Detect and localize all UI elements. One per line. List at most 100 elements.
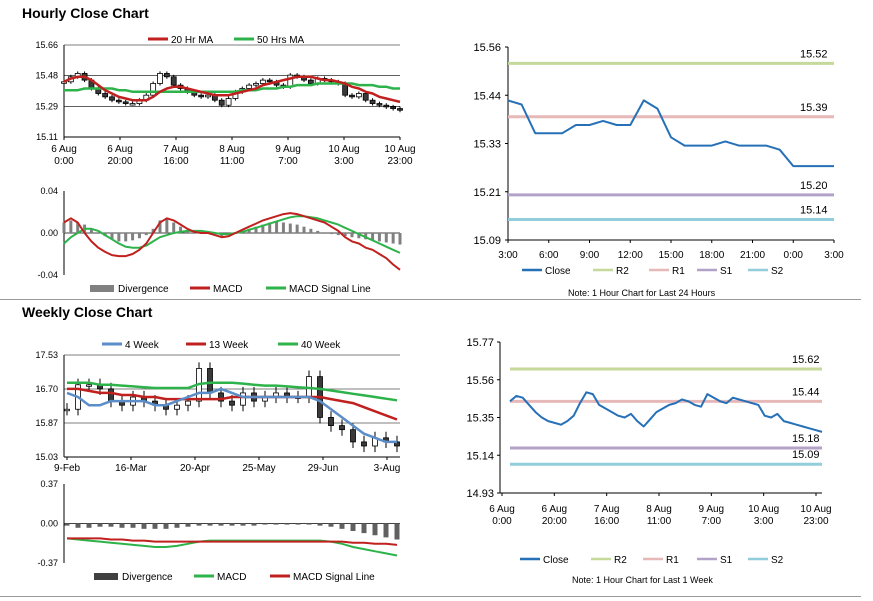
weekly-macd-divergence-bar (196, 523, 202, 526)
weekly-price-x-tick-label: 9-Feb (54, 463, 81, 474)
hourly-chart-title: Hourly Close Chart (22, 5, 149, 21)
hourly-macd-divergence-bar (275, 221, 279, 233)
hourly-24h-x-tick-label: 15:00 (658, 250, 683, 261)
hourly-price-x-tick-label: 16:00 (163, 156, 188, 167)
weekly-1w-legend-label: S2 (771, 555, 784, 566)
weekly-macd-divergence-bar (130, 523, 136, 528)
weekly-1w-x-tick-label: 7 Aug (594, 504, 620, 515)
hourly-price-candle-body (362, 93, 369, 101)
hourly-macd-divergence-bar (261, 224, 265, 233)
hourly-price-x-tick-label: 10 Aug (384, 144, 415, 155)
weekly-price-x-tick-label: 3-Aug (374, 463, 401, 474)
weekly-price-candle-body (240, 392, 246, 406)
hourly-24h-x-tick-label: 9:00 (580, 250, 600, 261)
weekly-macd-divergence-bar (218, 523, 224, 526)
hourly-24h-x-tick-label: 0:00 (784, 250, 804, 261)
weekly-40wk-line (67, 381, 398, 402)
weekly-price-legend-label: 13 Week (209, 340, 249, 351)
hourly-price-candle-body (376, 103, 383, 106)
weekly-price-candle-body (174, 404, 180, 410)
hourly-macd-divergence-bar (329, 233, 333, 235)
weekly-macd-divergence-bar (108, 523, 114, 527)
hourly-macd-divergence-bar (254, 226, 258, 233)
hourly-macd-legend-label: Divergence (118, 284, 169, 295)
hourly-macd-divergence-bar (96, 233, 100, 234)
hourly-price-x-tick-label: 20:00 (107, 156, 132, 167)
weekly-macd-y-tick-label: -0.37 (37, 558, 58, 568)
weekly-price-candle-body (350, 429, 356, 443)
hourly-24h-legend-label: Close (545, 266, 571, 277)
weekly-macd-divergence-bar (207, 523, 213, 526)
hourly-price-candle-body (122, 101, 129, 104)
hourly-macd-divergence-bar (76, 222, 80, 233)
hourly-price-candle-body (369, 99, 376, 104)
weekly-1w-x-tick-label: 6 Aug (489, 504, 515, 515)
weekly-1w-y-tick-label: 15.14 (466, 450, 494, 462)
weekly-price-x-tick-label: 16-Mar (115, 463, 147, 474)
hourly-macd-divergence-bar (343, 233, 347, 237)
hourly-price-candle-body (253, 83, 259, 86)
weekly-1w-y-tick-label: 15.56 (466, 375, 494, 387)
hourly-price-legend-label: 50 Hrs MA (257, 35, 305, 46)
hourly-24h-x-tick-label: 18:00 (699, 250, 724, 261)
weekly-macd-y-tick-label: 0.00 (40, 519, 58, 529)
hourly-macd-divergence-bar (288, 223, 292, 233)
weekly-macd-divergence-bar (86, 523, 92, 528)
hourly-price-y-tick-label: 15.29 (35, 101, 58, 111)
weekly-price-candle-body (185, 400, 191, 406)
weekly-1w-x-tick-label: 8 Aug (646, 504, 672, 515)
weekly-1w-y-tick-label: 15.35 (466, 413, 494, 425)
weekly-price-candle-body (207, 368, 213, 394)
weekly-macd-divergence-bar (75, 523, 81, 528)
weekly-1w-x-tick-label: 23:00 (803, 516, 828, 527)
hourly-price-legend-label: 20 Hr MA (171, 35, 214, 46)
hourly-macd-divergence-bar (323, 233, 327, 234)
weekly-macd-divergence-bar (295, 523, 301, 525)
weekly-macd-legend-label: Divergence (122, 572, 173, 583)
hourly-24h-y-tick-label: 15.09 (473, 235, 501, 247)
bottom-divider (0, 596, 861, 597)
hourly-macd-divergence-bar (144, 233, 148, 236)
hourly-macd-divergence-bar (151, 228, 155, 233)
hourly-macd-y-tick-label: 0.04 (40, 186, 58, 196)
weekly-price-candle-body (64, 408, 70, 412)
weekly-macd-legend-swatch (94, 573, 118, 580)
hourly-24h-level-label-s1: 15.20 (800, 180, 828, 192)
hourly-macd-divergence-bar (69, 220, 73, 233)
hourly-macd-divergence-bar (398, 233, 402, 245)
weekly-macd-divergence-bar (262, 523, 268, 525)
hourly-price-x-tick-label: 3:00 (334, 156, 354, 167)
weekly-4wk-line (66, 387, 397, 444)
weekly-macd-divergence-bar (141, 523, 147, 529)
weekly-1w-legend-label: S1 (720, 555, 733, 566)
weekly-macd-divergence-bar (152, 523, 158, 529)
hourly-macd-divergence-bar (117, 233, 121, 242)
weekly-macd-divergence-bar (251, 523, 257, 526)
hourly-price-x-tick-label: 8 Aug (219, 144, 245, 155)
hourly-price-x-tick-label: 6 Aug (51, 144, 77, 155)
weekly-macd-divergence-bar (119, 523, 125, 528)
weekly-macd-y-tick-label: 0.37 (40, 479, 58, 489)
hourly-macd-divergence-bar (137, 233, 141, 239)
weekly-macd-divergence-bar (64, 523, 70, 526)
hourly-24h-legend-label: S2 (771, 266, 784, 277)
hourly-macd-divergence-bar (302, 226, 306, 233)
weekly-macd-divergence-bar (350, 523, 356, 531)
hourly-24h-level-label-r2: 15.52 (800, 48, 828, 60)
hourly-24h-x-tick-label: 21:00 (740, 250, 765, 261)
weekly-1w-x-tick-label: 10 Aug (748, 504, 779, 515)
hourly-24h-y-tick-label: 15.33 (473, 139, 501, 151)
hourly-price-candle-body (397, 108, 403, 111)
hourly-macd-divergence-bar (62, 222, 66, 233)
hourly-24h-level-label-s2: 15.14 (800, 204, 828, 216)
hourly-24h-y-tick-label: 15.44 (473, 90, 501, 102)
hourly-price-x-tick-label: 11:00 (220, 156, 245, 167)
hourly-price-candle-body (115, 99, 122, 103)
hourly-note: Note: 1 Hour Chart for Last 24 Hours (568, 288, 716, 298)
hourly-macd-divergence-bar (124, 233, 128, 242)
weekly-1w-legend-label: Close (543, 555, 569, 566)
weekly-price-candle-body (86, 384, 92, 387)
weekly-price-candle-body (328, 417, 334, 426)
weekly-macd-divergence-bar (284, 523, 290, 525)
